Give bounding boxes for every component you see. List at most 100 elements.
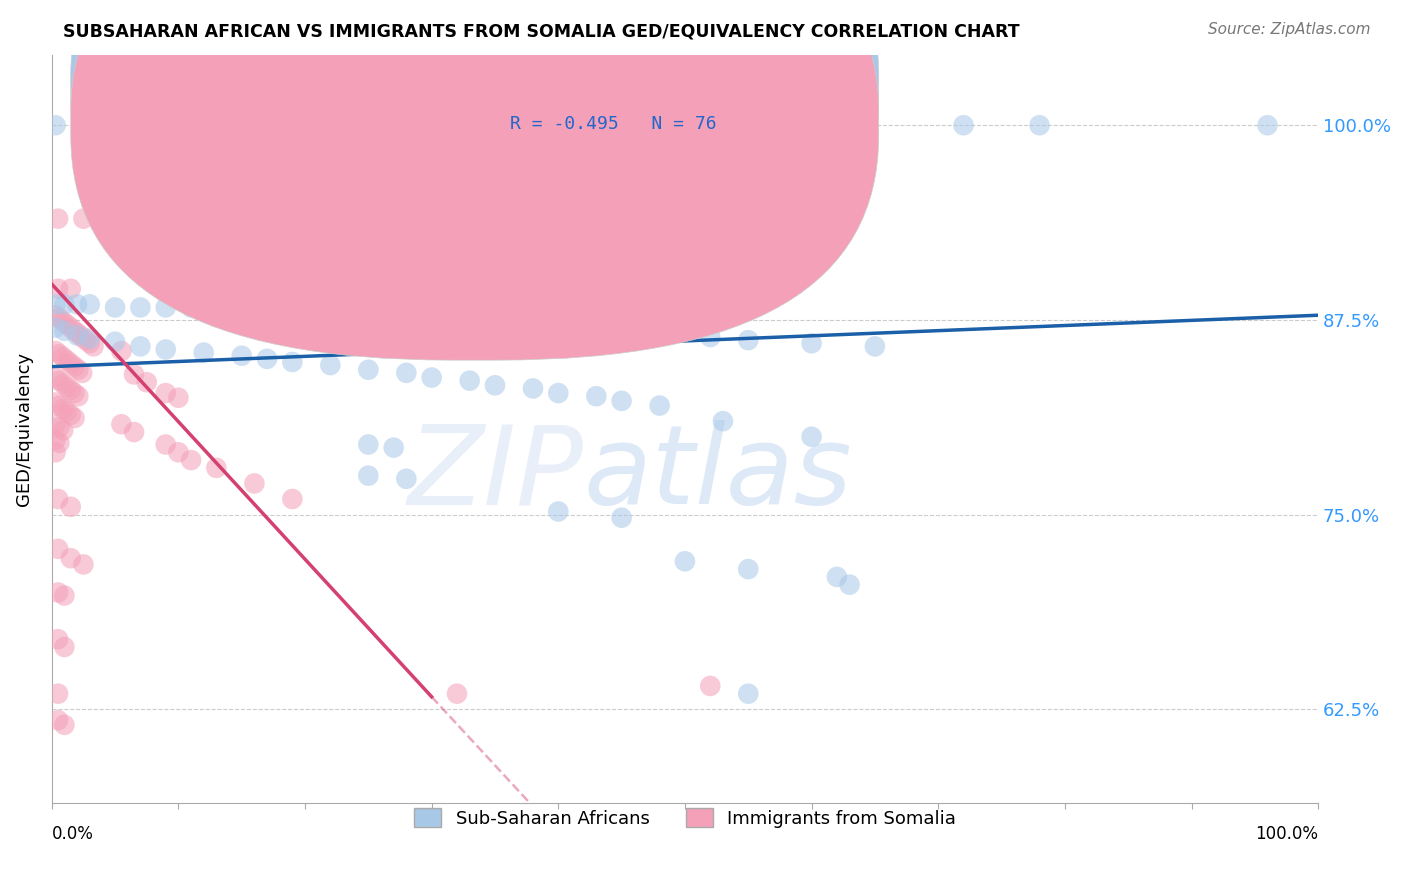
Point xyxy=(122,368,145,382)
Point xyxy=(52,401,75,416)
Point xyxy=(458,118,481,132)
Point xyxy=(48,374,70,388)
Text: atlas: atlas xyxy=(583,420,852,527)
Point xyxy=(673,554,696,568)
Text: SUBSAHARAN AFRICAN VS IMMIGRANTS FROM SOMALIA GED/EQUIVALENCY CORRELATION CHART: SUBSAHARAN AFRICAN VS IMMIGRANTS FROM SO… xyxy=(63,22,1019,40)
Point xyxy=(357,437,380,451)
Point xyxy=(357,311,380,326)
Point xyxy=(45,417,67,432)
Point xyxy=(46,282,69,296)
Point xyxy=(72,211,94,226)
Point xyxy=(585,389,607,403)
Text: 0.0%: 0.0% xyxy=(52,825,94,843)
Point xyxy=(59,383,82,397)
Point xyxy=(610,510,633,524)
Point xyxy=(67,363,90,377)
Point xyxy=(193,345,215,359)
Point xyxy=(59,320,82,334)
Point xyxy=(59,500,82,514)
Point xyxy=(53,324,76,338)
Point xyxy=(46,713,69,727)
Point xyxy=(155,343,177,357)
Point xyxy=(48,399,70,413)
Point xyxy=(319,358,342,372)
Point xyxy=(446,687,468,701)
Point xyxy=(699,679,721,693)
Point xyxy=(48,347,70,361)
Point xyxy=(420,180,443,194)
Point xyxy=(458,318,481,332)
Point xyxy=(135,375,157,389)
Point xyxy=(281,308,304,322)
Point xyxy=(547,386,569,401)
Point xyxy=(155,301,177,315)
Point xyxy=(45,433,67,447)
Point xyxy=(522,320,544,334)
Point xyxy=(56,380,79,394)
Point xyxy=(699,330,721,344)
Point xyxy=(59,282,82,296)
Point xyxy=(110,344,132,359)
Point xyxy=(46,632,69,647)
Point xyxy=(53,297,76,311)
Point xyxy=(45,320,67,334)
Point xyxy=(395,366,418,380)
Point xyxy=(70,330,93,344)
Point xyxy=(59,408,82,422)
Point xyxy=(522,274,544,288)
Point xyxy=(52,351,75,365)
Point xyxy=(53,640,76,654)
Point xyxy=(75,333,97,347)
Point xyxy=(737,333,759,347)
Point xyxy=(70,366,93,380)
Point xyxy=(319,311,342,326)
Point xyxy=(294,259,316,273)
Point xyxy=(56,353,79,368)
Point xyxy=(46,491,69,506)
Point xyxy=(825,570,848,584)
Point xyxy=(45,395,67,409)
Point xyxy=(104,334,127,349)
Point xyxy=(433,118,456,132)
Point xyxy=(737,687,759,701)
Point xyxy=(67,389,90,403)
Point xyxy=(420,314,443,328)
Point xyxy=(46,585,69,599)
Point xyxy=(838,577,860,591)
Point xyxy=(46,211,69,226)
Point xyxy=(104,301,127,315)
Point xyxy=(648,326,671,341)
Point xyxy=(231,349,253,363)
Point xyxy=(1028,118,1050,132)
Point xyxy=(63,411,86,425)
Point xyxy=(610,324,633,338)
Point xyxy=(66,328,89,343)
Point xyxy=(46,541,69,556)
Point xyxy=(48,436,70,450)
Point xyxy=(281,491,304,506)
Point xyxy=(48,420,70,434)
Point xyxy=(122,425,145,439)
Point xyxy=(155,386,177,401)
Point xyxy=(52,376,75,391)
Point xyxy=(53,589,76,603)
Point xyxy=(585,324,607,338)
Point xyxy=(79,297,101,311)
Point xyxy=(45,118,67,132)
Point xyxy=(420,118,443,132)
Point xyxy=(45,370,67,384)
Point xyxy=(53,718,76,732)
Point xyxy=(167,391,190,405)
Text: Source: ZipAtlas.com: Source: ZipAtlas.com xyxy=(1208,22,1371,37)
FancyBboxPatch shape xyxy=(70,0,879,323)
Point xyxy=(800,336,823,351)
FancyBboxPatch shape xyxy=(432,66,862,149)
Point xyxy=(45,297,67,311)
Point xyxy=(1256,118,1278,132)
Point xyxy=(205,301,228,315)
Point xyxy=(205,461,228,475)
Text: 100.0%: 100.0% xyxy=(1256,825,1319,843)
Point xyxy=(382,441,405,455)
Legend: Sub-Saharan Africans, Immigrants from Somalia: Sub-Saharan Africans, Immigrants from So… xyxy=(406,801,963,835)
Point xyxy=(46,687,69,701)
